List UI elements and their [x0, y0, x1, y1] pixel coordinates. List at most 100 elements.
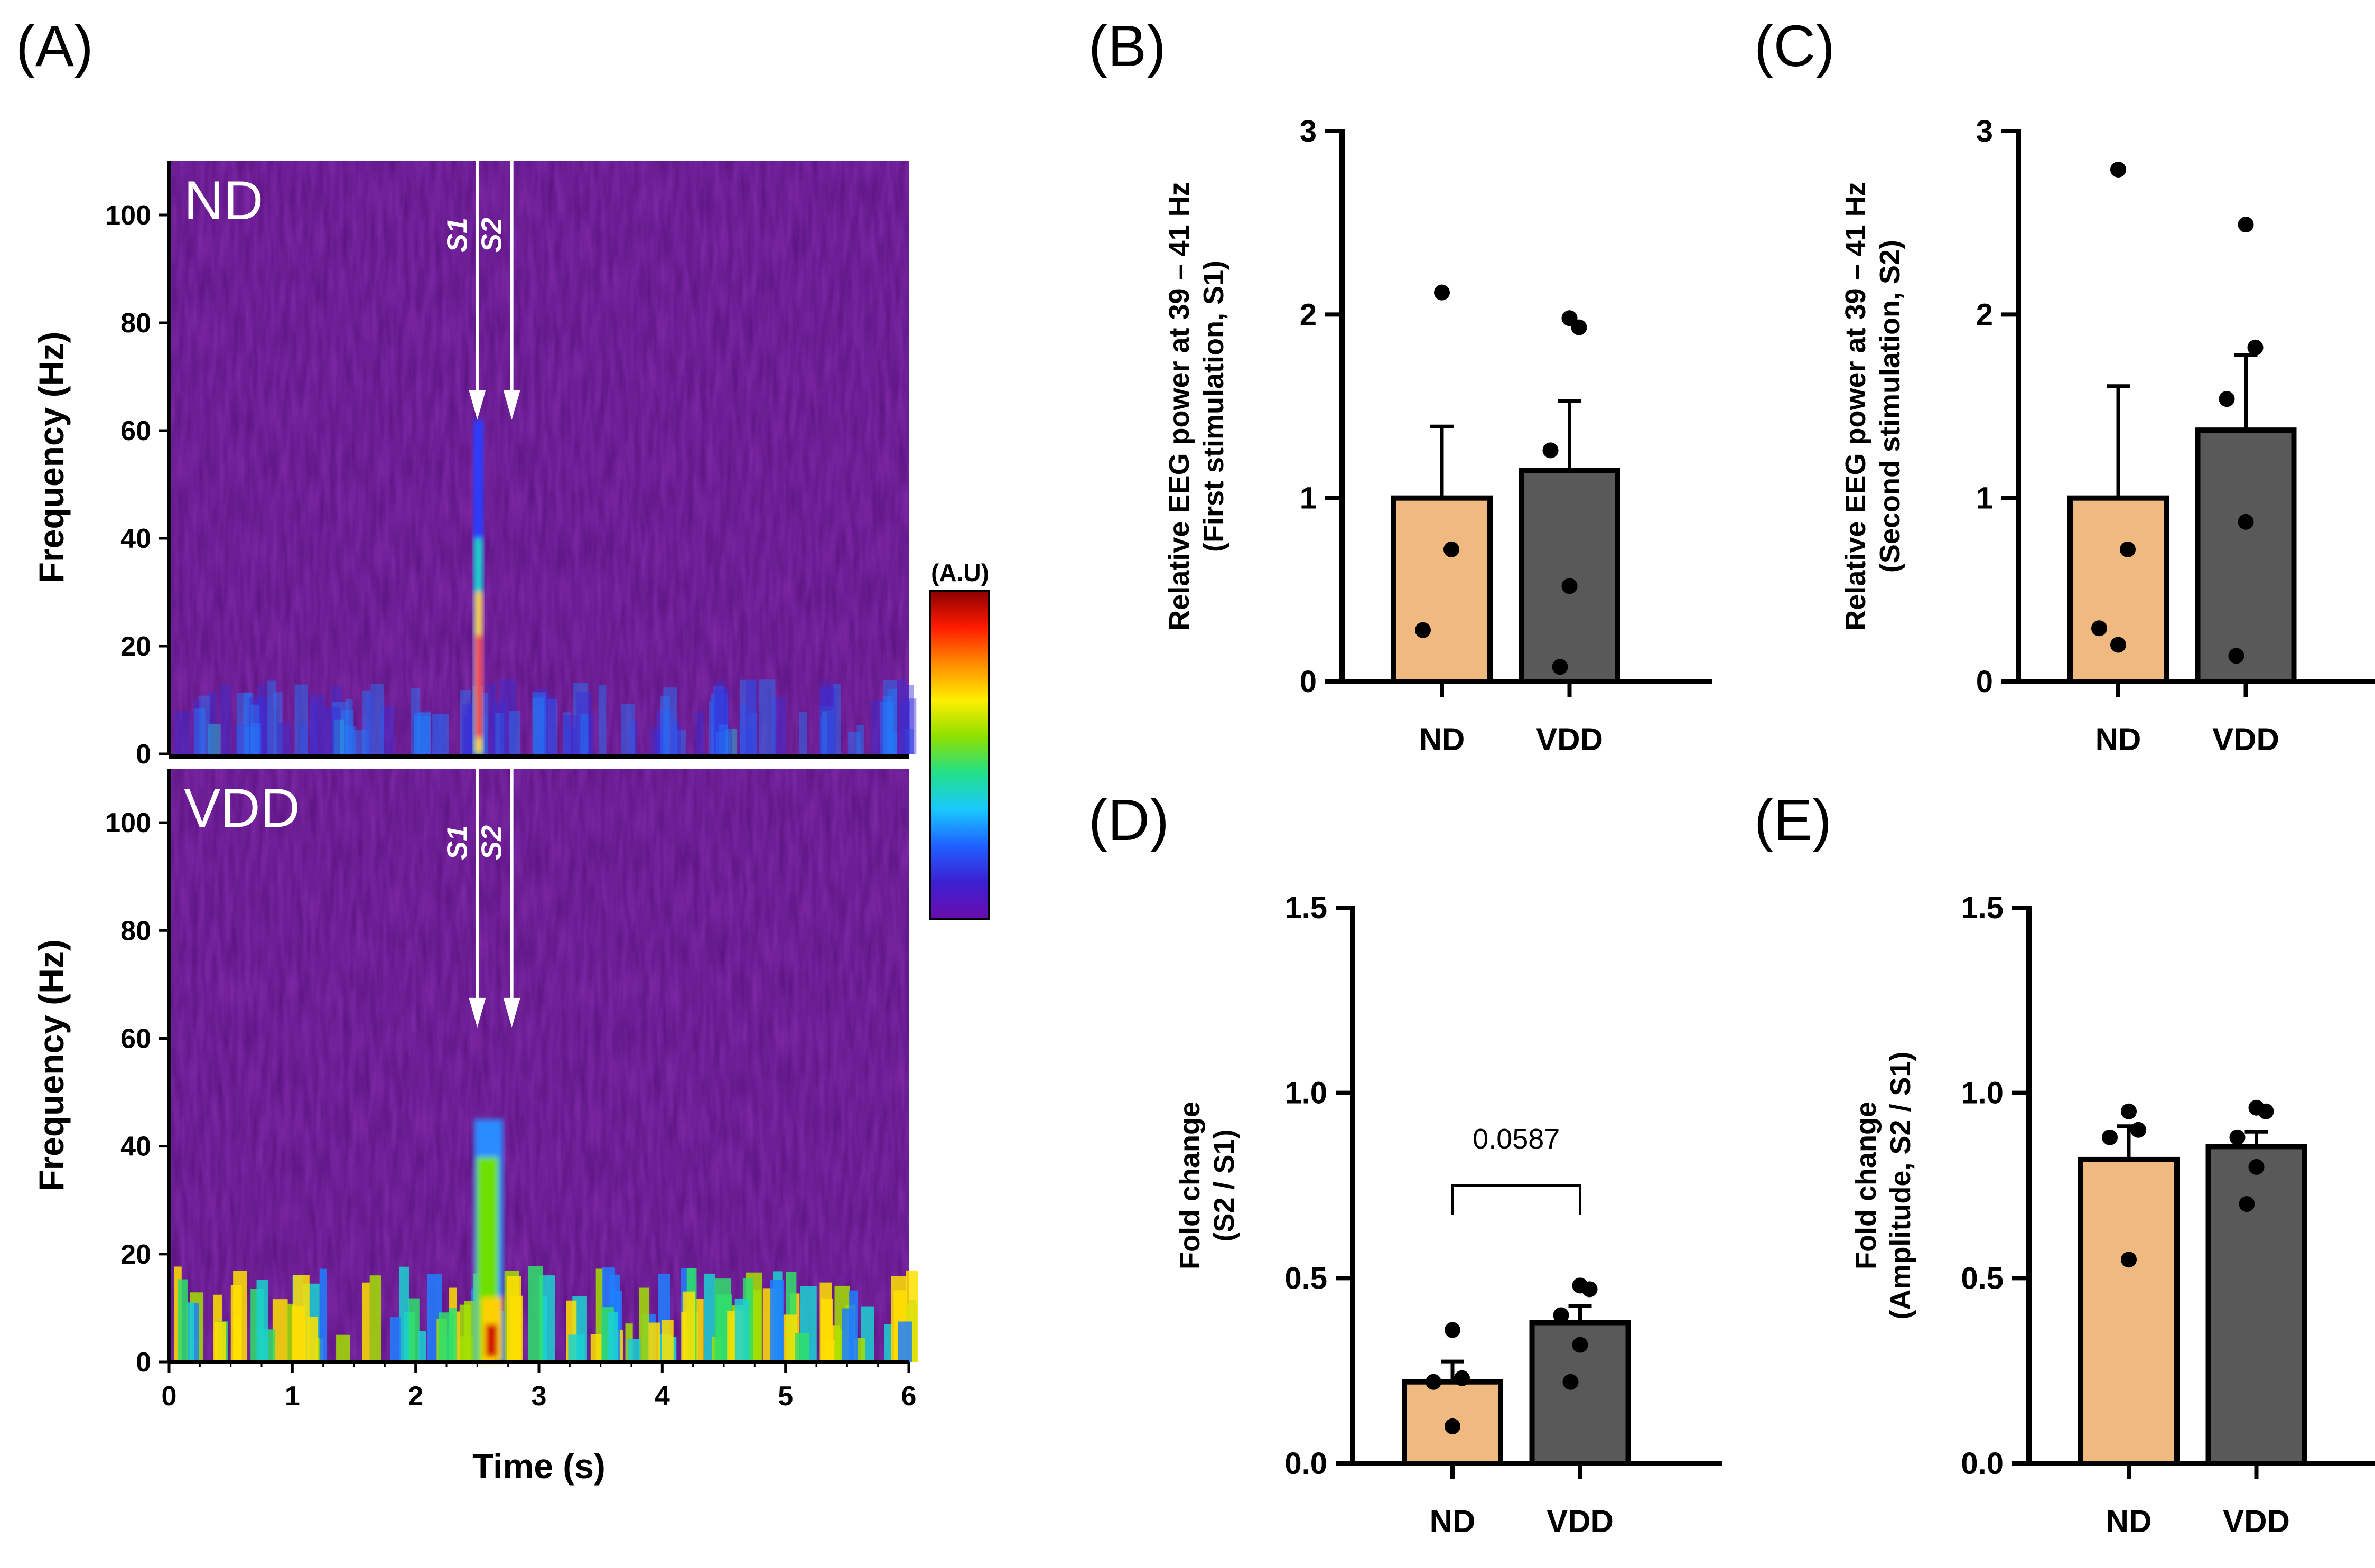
activity-patch [460, 690, 471, 754]
x-tick-label: ND [1430, 1504, 1476, 1539]
activity-patch [758, 679, 776, 754]
activity-patch [539, 695, 556, 754]
panel-label-b: (B) [1088, 14, 1166, 79]
y-axis-title-line1: Relative EEG power at 39 – 41 Hz [1163, 182, 1195, 630]
y-tick-label: 40 [120, 1132, 151, 1162]
activity-patch [639, 1287, 649, 1362]
activity-patch [365, 694, 374, 754]
stimulus-label: S1 [441, 218, 473, 253]
activity-patch [230, 1285, 242, 1362]
bar-vdd [2195, 427, 2297, 684]
activity-patch [662, 708, 673, 754]
activity-patch [460, 1336, 475, 1362]
activity-patch [580, 714, 589, 754]
activity-patch [495, 713, 505, 754]
y-tick-label: 1.5 [1961, 891, 2004, 925]
activity-patch [568, 1334, 585, 1362]
activity-patch [746, 679, 758, 754]
activity-patch [598, 685, 607, 754]
data-point [1572, 1337, 1588, 1353]
x-tick-label: VDD [1547, 1504, 1614, 1539]
activity-patch [819, 1282, 832, 1362]
activity-patch [822, 711, 835, 754]
activity-patch [370, 684, 384, 754]
response-band [476, 635, 482, 738]
data-point [1415, 622, 1431, 638]
activity-patch [208, 691, 217, 754]
activity-patch [300, 723, 308, 754]
activity-patch [255, 697, 271, 754]
data-point [2121, 1252, 2137, 1268]
activity-patch [718, 727, 732, 754]
x-tick-label: 6 [901, 1381, 917, 1412]
activity-patch [193, 700, 201, 754]
y-tick-label: 1.5 [1284, 891, 1327, 925]
activity-patch [465, 709, 474, 754]
activity-patch [848, 732, 861, 754]
activity-patch [871, 700, 886, 754]
activity-patch [718, 724, 728, 754]
activity-patch [499, 679, 516, 754]
activity-patch [740, 679, 757, 754]
data-point [1445, 1322, 1460, 1338]
low-frequency-band [173, 1266, 918, 1362]
x-tick-label: ND [2095, 722, 2141, 757]
y-tick-label: 1.0 [1961, 1076, 2004, 1110]
activity-patch [334, 719, 344, 754]
activity-patch [849, 1290, 858, 1362]
activity-patch [905, 685, 914, 754]
activity-patch [545, 699, 557, 754]
x-tick-label: 2 [408, 1381, 423, 1412]
activity-patch [608, 1312, 618, 1362]
y-tick-label: 1 [1976, 481, 1993, 516]
activity-patch [362, 690, 371, 754]
activity-patch [747, 713, 758, 754]
activity-patch [783, 1314, 797, 1362]
activity-patch [650, 726, 667, 754]
stimulus-label: S2 [476, 825, 508, 860]
data-point [1552, 659, 1568, 675]
spectrogram-vdd: VDD S1 S2 0 20 40 60 80 100 Frequency (Hz) 0 1 2 3 4 5 6… [32, 769, 918, 1486]
data-point [2258, 1103, 2274, 1119]
activity-patch [889, 732, 897, 754]
activity-patch [580, 714, 594, 754]
data-point [2110, 637, 2126, 653]
y-tick-label: 0.0 [1284, 1446, 1327, 1481]
activity-patch [510, 1295, 523, 1362]
y-tick-label: 60 [120, 1023, 151, 1054]
activity-patch [671, 724, 681, 754]
activity-patch [661, 1320, 674, 1362]
data-point [1542, 442, 1559, 459]
activity-patch [390, 1317, 401, 1362]
y-axis-title: Frequency (Hz) [32, 332, 71, 584]
activity-patch [309, 702, 318, 754]
activity-patch [899, 701, 910, 754]
activity-patch [827, 712, 835, 754]
activity-patch [799, 712, 807, 754]
stimulus-arrow-head [469, 997, 486, 1028]
x-tick-label: VDD [2212, 722, 2279, 757]
y-tick-label: 0.5 [1961, 1261, 2004, 1295]
activity-patch [770, 1280, 784, 1362]
activity-patch [336, 1334, 350, 1362]
activity-patch [332, 702, 349, 754]
activity-patch [734, 1298, 749, 1362]
activity-patch [533, 697, 544, 754]
activity-patch [432, 714, 449, 754]
activity-patch [236, 693, 254, 754]
y-axis-title-line2: (Amplitude, S2 / S1) [1885, 1051, 1916, 1319]
y-tick-label: 40 [120, 524, 151, 554]
activity-patch [629, 721, 638, 754]
y-tick-label: 3 [1300, 114, 1317, 148]
y-tick-label: 20 [120, 631, 151, 662]
activity-patch [528, 1266, 543, 1362]
activity-patch [414, 713, 431, 754]
data-point [2238, 217, 2254, 233]
data-point [1561, 578, 1578, 594]
activity-patch [267, 680, 277, 754]
y-tick-label: 0 [136, 739, 151, 770]
activity-patch [291, 1306, 305, 1362]
y-tick-label: 100 [105, 200, 151, 231]
activity-patch [906, 698, 917, 754]
